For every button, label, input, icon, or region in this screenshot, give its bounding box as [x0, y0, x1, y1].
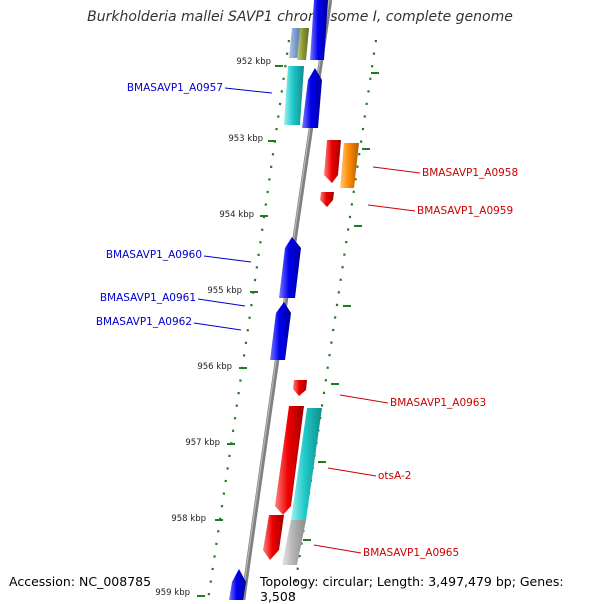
forward-strand-features	[263, 140, 359, 565]
callout-line-a0957	[224, 87, 273, 94]
scale-label-955kbp: 955 kbp	[207, 286, 242, 296]
gene-bmasavp1-a0965-red[interactable]	[263, 515, 284, 560]
gene-label-bmasavp1-a0965[interactable]: BMASAVP1_A0965	[363, 547, 459, 559]
scale-label-959kbp: 959 kbp	[155, 588, 190, 598]
gene-label-otsa-2[interactable]: otsA-2	[378, 470, 411, 482]
gene-label-bmasavp1-a0959[interactable]: BMASAVP1_A0959	[417, 205, 513, 217]
scale-label-958kbp: 958 kbp	[171, 514, 206, 524]
callout-line-otsa-2	[327, 467, 377, 477]
gene-label-bmasavp1-a0961[interactable]: BMASAVP1_A0961	[100, 292, 196, 304]
gene-bmasavp1-a0962[interactable]	[270, 302, 291, 360]
gene-label-bmasavp1-a0958[interactable]: BMASAVP1_A0958	[422, 167, 518, 179]
map-title: Burkholderia mallei SAVP1 chromosome I, …	[87, 9, 513, 25]
gene-bmasavp1-a0963[interactable]	[293, 380, 307, 396]
gene-label-bmasavp1-a0963[interactable]: BMASAVP1_A0963	[390, 397, 486, 409]
scale-label-954kbp: 954 kbp	[219, 210, 254, 220]
gene-label-bmasavp1-a0957[interactable]: BMASAVP1_A0957	[127, 82, 223, 94]
gene-bmasavp1-a0957[interactable]	[284, 66, 304, 125]
gene-feature-959-blue[interactable]	[229, 569, 246, 600]
accession-text: Accession: NC_008785	[9, 574, 152, 589]
gene-feature-952-blue[interactable]	[302, 68, 322, 128]
gene-bmasavp1-a0965[interactable]	[282, 520, 306, 565]
scale-ticks	[197, 65, 379, 597]
reverse-strand-features	[229, 0, 328, 600]
scale-label-956kbp: 956 kbp	[197, 362, 232, 372]
gene-otsa-2-left[interactable]	[275, 406, 304, 515]
callout-line-a0958	[372, 166, 421, 174]
scale-label-953kbp: 953 kbp	[228, 134, 263, 144]
callout-line-a0962	[193, 322, 242, 331]
callout-line-a0963	[339, 394, 389, 404]
gene-bmasavp1-a0959[interactable]	[320, 192, 334, 207]
gene-bmasavp1-a0960[interactable]	[279, 237, 301, 298]
scale-label-957kbp: 957 kbp	[185, 438, 220, 448]
callout-line-a0965	[313, 544, 362, 554]
gene-label-bmasavp1-a0962[interactable]: BMASAVP1_A0962	[96, 316, 192, 328]
callout-lines	[193, 87, 421, 554]
gene-otsa-2[interactable]	[291, 408, 322, 520]
gene-bmasavp1-a0958[interactable]	[324, 140, 341, 183]
callout-line-a0960	[203, 255, 252, 263]
gene-feature-top-blue[interactable]	[310, 0, 328, 60]
scale-label-952kbp: 952 kbp	[236, 57, 271, 67]
gene-label-bmasavp1-a0960[interactable]: BMASAVP1_A0960	[106, 249, 202, 261]
gene-feature-orange[interactable]	[340, 143, 359, 188]
callout-line-a0959	[367, 204, 416, 212]
gene-feature-olive[interactable]	[297, 28, 309, 60]
callout-line-a0961	[197, 298, 246, 307]
